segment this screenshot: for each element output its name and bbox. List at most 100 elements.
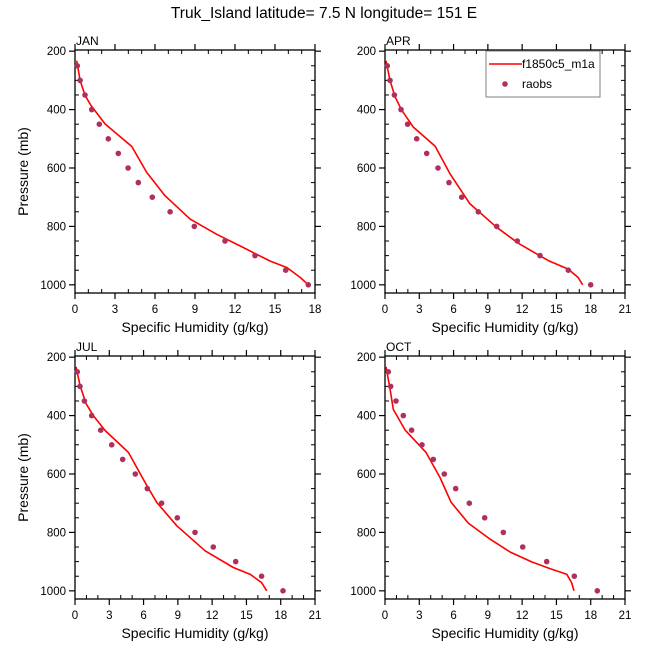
raobs-point xyxy=(174,515,181,521)
x-tick-label: 0 xyxy=(382,610,388,622)
x-tick-label: 0 xyxy=(382,304,388,316)
raobs-point xyxy=(305,282,312,288)
y-tick-label: 1000 xyxy=(350,586,376,598)
y-tick-label: 200 xyxy=(47,352,66,364)
raobs-point xyxy=(493,223,500,230)
raobs-point xyxy=(97,427,104,434)
x-tick-label: 21 xyxy=(309,610,322,622)
raobs-point xyxy=(404,121,411,127)
x-tick-label: 6 xyxy=(152,304,158,316)
raobs-point xyxy=(77,383,83,390)
y-tick-label: 800 xyxy=(357,527,376,539)
x-tick-label: 18 xyxy=(309,304,322,316)
y-tick-label: 800 xyxy=(47,221,66,233)
model-line-f1850c5_m1a xyxy=(75,60,309,286)
raobs-point xyxy=(537,252,543,259)
model-line-f1850c5_m1a xyxy=(385,60,584,286)
raobs-point xyxy=(452,485,459,492)
y-tick-label: 800 xyxy=(357,221,376,233)
panel-label: APR xyxy=(386,34,411,48)
y-tick-label: 1000 xyxy=(350,280,376,292)
y-tick-label: 1000 xyxy=(40,586,66,598)
raobs-point xyxy=(393,398,399,404)
raobs-point xyxy=(258,573,265,579)
legend-label-model: f1850c5_m1a xyxy=(522,57,595,71)
x-tick-label: 21 xyxy=(619,610,632,622)
raobs-point xyxy=(385,369,392,375)
raobs-point xyxy=(391,92,398,98)
x-tick-label: 6 xyxy=(140,610,146,622)
raobs-point xyxy=(132,471,139,477)
raobs-point xyxy=(543,558,550,565)
y-tick-label: 600 xyxy=(357,469,376,481)
raobs-point xyxy=(252,252,258,259)
raobs-point xyxy=(423,150,430,157)
raobs-point xyxy=(384,63,391,69)
raobs-point xyxy=(210,544,217,550)
x-axis-title: Specific Humidity (g/kg) xyxy=(121,319,268,335)
raobs-point xyxy=(400,412,407,419)
raobs-point xyxy=(135,179,142,186)
raobs-point xyxy=(74,369,81,375)
model-line-f1850c5_m1a xyxy=(385,366,575,592)
plot-frame xyxy=(384,355,626,600)
y-tick-label: 400 xyxy=(47,105,66,117)
legend-marker-swatch xyxy=(502,81,508,87)
raobs-point xyxy=(108,442,115,448)
raobs-point xyxy=(115,150,122,157)
raobs-point xyxy=(435,165,441,171)
raobs-point xyxy=(466,500,473,507)
legend-box xyxy=(485,50,601,98)
raobs-point xyxy=(458,194,465,200)
raobs-point xyxy=(408,427,415,434)
x-tick-label: 0 xyxy=(72,610,78,622)
raobs-point xyxy=(119,456,126,463)
raobs-point xyxy=(88,106,95,113)
raobs-point xyxy=(158,500,165,507)
raobs-point xyxy=(430,456,437,463)
x-tick-label: 12 xyxy=(516,304,529,316)
raobs-point xyxy=(74,63,81,69)
raobs-point xyxy=(88,412,95,419)
raobs-point xyxy=(280,588,286,594)
y-tick-label: 800 xyxy=(47,527,66,539)
raobs-point xyxy=(500,529,507,536)
x-tick-label: 12 xyxy=(206,610,219,622)
panel-label: OCT xyxy=(386,340,412,354)
raobs-point xyxy=(125,165,131,171)
raobs-point xyxy=(481,515,488,521)
legend-label-raobs: raobs xyxy=(522,77,552,91)
raobs-point xyxy=(144,485,151,492)
raobs-point xyxy=(413,136,420,142)
x-tick-label: 15 xyxy=(240,610,253,622)
raobs-point xyxy=(519,544,526,550)
plot-frame xyxy=(74,355,316,600)
plot-frame xyxy=(74,49,316,294)
x-tick-label: 3 xyxy=(106,610,112,622)
y-axis-title: Pressure (mb) xyxy=(15,127,31,216)
x-tick-label: 18 xyxy=(584,610,597,622)
raobs-point xyxy=(571,573,578,579)
x-tick-label: 3 xyxy=(416,304,422,316)
raobs-point xyxy=(191,223,198,230)
raobs-point xyxy=(587,282,594,288)
panel-jan: 0 3 6 9 12 15 18 200 400 600 800 1000 JAN Specific Hu… xyxy=(15,34,321,335)
x-tick-label: 21 xyxy=(619,304,632,316)
y-tick-label: 200 xyxy=(357,352,376,364)
raobs-point xyxy=(387,77,393,84)
raobs-point xyxy=(475,209,482,215)
plot-frame xyxy=(384,49,626,294)
y-tick-label: 600 xyxy=(47,163,66,175)
y-axis-title: Pressure (mb) xyxy=(15,433,31,522)
raobs-point xyxy=(514,238,521,244)
raobs-point xyxy=(82,92,88,98)
model-line-f1850c5_m1a xyxy=(75,366,268,592)
raobs-point xyxy=(192,529,198,536)
x-tick-label: 0 xyxy=(72,304,78,316)
x-tick-label: 15 xyxy=(550,304,563,316)
panel-label: JUL xyxy=(76,340,98,354)
x-tick-label: 9 xyxy=(192,304,198,316)
raobs-point xyxy=(232,558,239,565)
